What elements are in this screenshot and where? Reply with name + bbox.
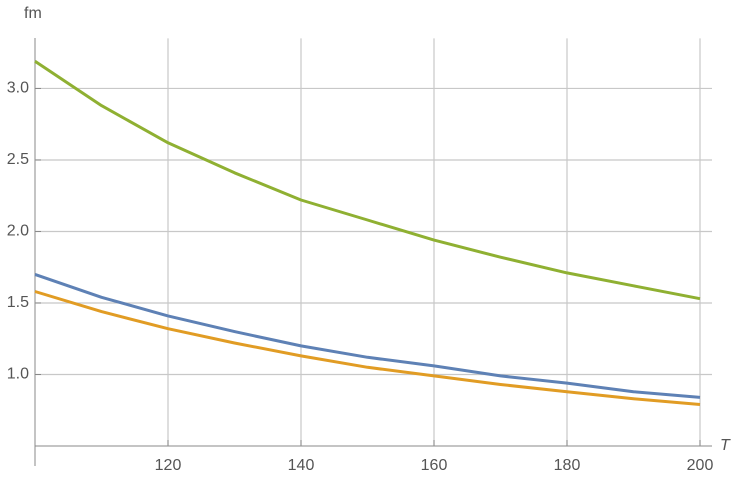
series-line: [34, 272, 701, 399]
y-tick-label: 1.5: [7, 294, 29, 311]
series-line: [34, 290, 701, 406]
y-tick-label: 2.0: [7, 223, 29, 240]
x-tick-label: 120: [155, 457, 182, 474]
y-axis-label: fm: [24, 5, 42, 22]
x-tick-label: 200: [687, 457, 714, 474]
x-tick-label: 140: [288, 457, 315, 474]
y-tick-label: 3.0: [7, 80, 29, 97]
x-tick-label: 180: [554, 457, 581, 474]
x-axis-label: T: [720, 437, 731, 454]
x-tick-label: 160: [421, 457, 448, 474]
y-tick-label: 1.0: [7, 366, 29, 383]
series-line: [34, 60, 701, 301]
y-tick-label: 2.5: [7, 151, 29, 168]
